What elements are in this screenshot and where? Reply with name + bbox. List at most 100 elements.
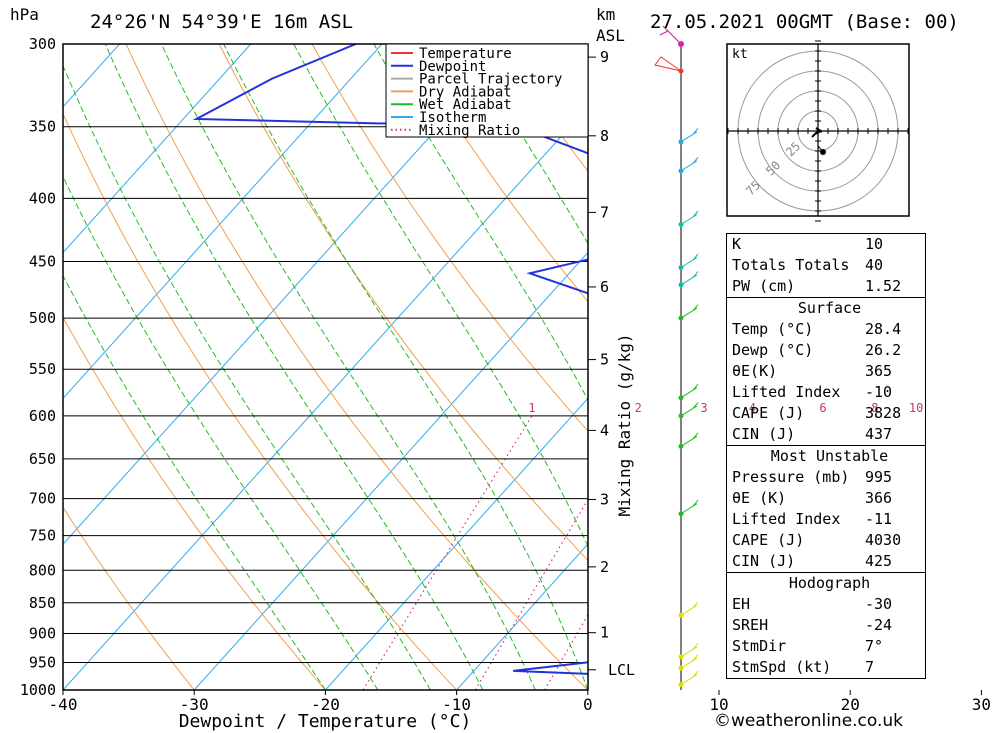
index-row: θE(K) 365 [727, 361, 927, 382]
index-label: K [732, 235, 742, 253]
wet-adiabat-line [223, 44, 588, 690]
x-tick-label: -10 [442, 695, 471, 714]
pressure-tick-label: 600 [29, 407, 56, 425]
index-label: θE (K) [732, 489, 787, 507]
pressure-tick-label: 400 [29, 189, 56, 207]
index-row: CAPE (J) 4030 [727, 530, 927, 551]
mixing-ratio-value-label: 4 [749, 401, 756, 415]
pressure-tick-label: 350 [29, 118, 56, 136]
isotherm-line [193, 251, 588, 690]
pressure-tick-label: 650 [29, 450, 56, 468]
index-value: 7° [865, 637, 884, 655]
index-value: 7 [865, 658, 875, 676]
height-tick-label: 5 [600, 351, 609, 369]
wind-barb [659, 25, 682, 45]
wet-adiabat-line [63, 175, 379, 690]
isotherm-line [63, 105, 588, 690]
pressure-tick-label: 800 [29, 561, 56, 579]
dry-adiabat-line [963, 44, 1000, 690]
index-value: 437 [865, 425, 893, 443]
dry-adiabat-line [125, 44, 588, 690]
index-label: Pressure (mb) [732, 468, 850, 486]
dry-adiabat-line [311, 44, 588, 432]
index-label: CAPE (J) [732, 404, 805, 422]
index-label: StmSpd (kt) [732, 658, 832, 676]
legend-entry: Wet Adiabat [419, 97, 512, 113]
legend-entry: Temperature [419, 46, 512, 62]
wind-barb [680, 402, 699, 417]
section-title: Most Unstable [770, 447, 889, 465]
index-value: 4030 [865, 531, 902, 549]
index-label: Lifted Index [732, 383, 841, 401]
wind-barb [680, 156, 699, 172]
wind-barb-dot [678, 654, 684, 660]
time-header: 27.05.2021 00GMT (Base: 00) [650, 11, 959, 33]
mixing-ratio-value-label: 2 [635, 401, 642, 415]
index-label: Lifted Index [732, 510, 841, 528]
index-value: 995 [865, 468, 893, 486]
index-value: -24 [865, 616, 893, 634]
wind-barb [680, 127, 699, 143]
surface-table: Surface Temp (°C) 28.4 Dewp (°C) 26.2 θE(K) 36… [727, 298, 927, 445]
index-row: StmDir 7° [727, 636, 927, 657]
index-row: K 10 [727, 234, 927, 255]
mixing-ratio-axis-label: Mixing Ratio (g/kg) [615, 333, 634, 516]
mixing-ratio-value-label: 10 [909, 401, 923, 415]
index-value: 1.52 [865, 277, 902, 295]
mixing-ratio-value-label: 6 [819, 401, 826, 415]
section-title: Hodograph [788, 574, 871, 592]
wind-barb [680, 253, 699, 268]
index-label: Temp (°C) [732, 320, 814, 338]
pressure-tick-label: 450 [29, 253, 56, 271]
mixing-ratio-value-label: 3 [700, 401, 707, 415]
wind-barb [680, 670, 699, 686]
wind-barb [680, 601, 699, 616]
section-title-row: Hodograph [727, 573, 927, 594]
wind-barb [680, 271, 699, 286]
wind-barb [680, 383, 699, 399]
wind-barb-dot [678, 682, 684, 688]
pressure-tick-label: 850 [29, 594, 56, 612]
copyright[interactable]: ©weatheronline.co.uk [714, 711, 904, 731]
wet-adiabat-line [63, 64, 431, 690]
index-label: θE(K) [732, 362, 778, 380]
index-label: CIN (J) [732, 425, 796, 443]
height-tick-label: 1 [600, 624, 609, 642]
wind-barb-dot [678, 511, 684, 517]
x-tick-label: 0 [583, 695, 593, 714]
axes: 3003504004505005506006507007508008509009… [20, 35, 1000, 714]
legend-entry: Parcel Trajectory [419, 72, 562, 88]
general-indices-box: K 10 Totals Totals 40 PW (cm) 1.52 [726, 233, 926, 298]
index-row: Pressure (mb) 995 [727, 467, 927, 488]
index-value: 40 [865, 256, 884, 274]
legend-entry: Dry Adiabat [419, 84, 512, 100]
lcl-label: LCL [608, 661, 635, 679]
wind-barb [680, 432, 699, 447]
isotherm-line [63, 44, 514, 545]
hodograph-unit: kt [732, 47, 748, 62]
wind-barb [680, 304, 699, 319]
indices-panel: K 10 Totals Totals 40 PW (cm) 1.52 Surface Tem… [726, 233, 927, 679]
general-indices-table: K 10 Totals Totals 40 PW (cm) 1.52 [727, 234, 927, 297]
pressure-tick-label: 900 [29, 624, 56, 642]
surface-box: Surface Temp (°C) 28.4 Dewp (°C) 26.2 θE(K) 36… [726, 297, 926, 446]
plot-frame [62, 43, 589, 691]
index-value: 365 [865, 362, 893, 380]
wind-barb-dot [678, 222, 684, 228]
index-label: Totals Totals [732, 256, 850, 274]
index-value: -11 [865, 510, 893, 528]
mixing-ratio-value-label: 8 [871, 401, 878, 415]
index-row: Totals Totals 40 [727, 255, 927, 276]
hodograph-trace [811, 127, 824, 138]
most-unstable-box: Most Unstable Pressure (mb) 995 θE (K) 366 Li… [726, 445, 926, 573]
isotherm-line [63, 44, 120, 108]
height-tick-label: 2 [600, 558, 609, 576]
wind-barb-dot [678, 139, 684, 145]
index-label: StmDir [732, 637, 787, 655]
wind-barb [680, 642, 699, 658]
index-label: CAPE (J) [732, 531, 805, 549]
index-row: Dewp (°C) 26.2 [727, 340, 927, 361]
wind-barb [680, 654, 699, 669]
mixing-ratio-line [362, 415, 533, 690]
index-value: 10 [865, 235, 884, 253]
